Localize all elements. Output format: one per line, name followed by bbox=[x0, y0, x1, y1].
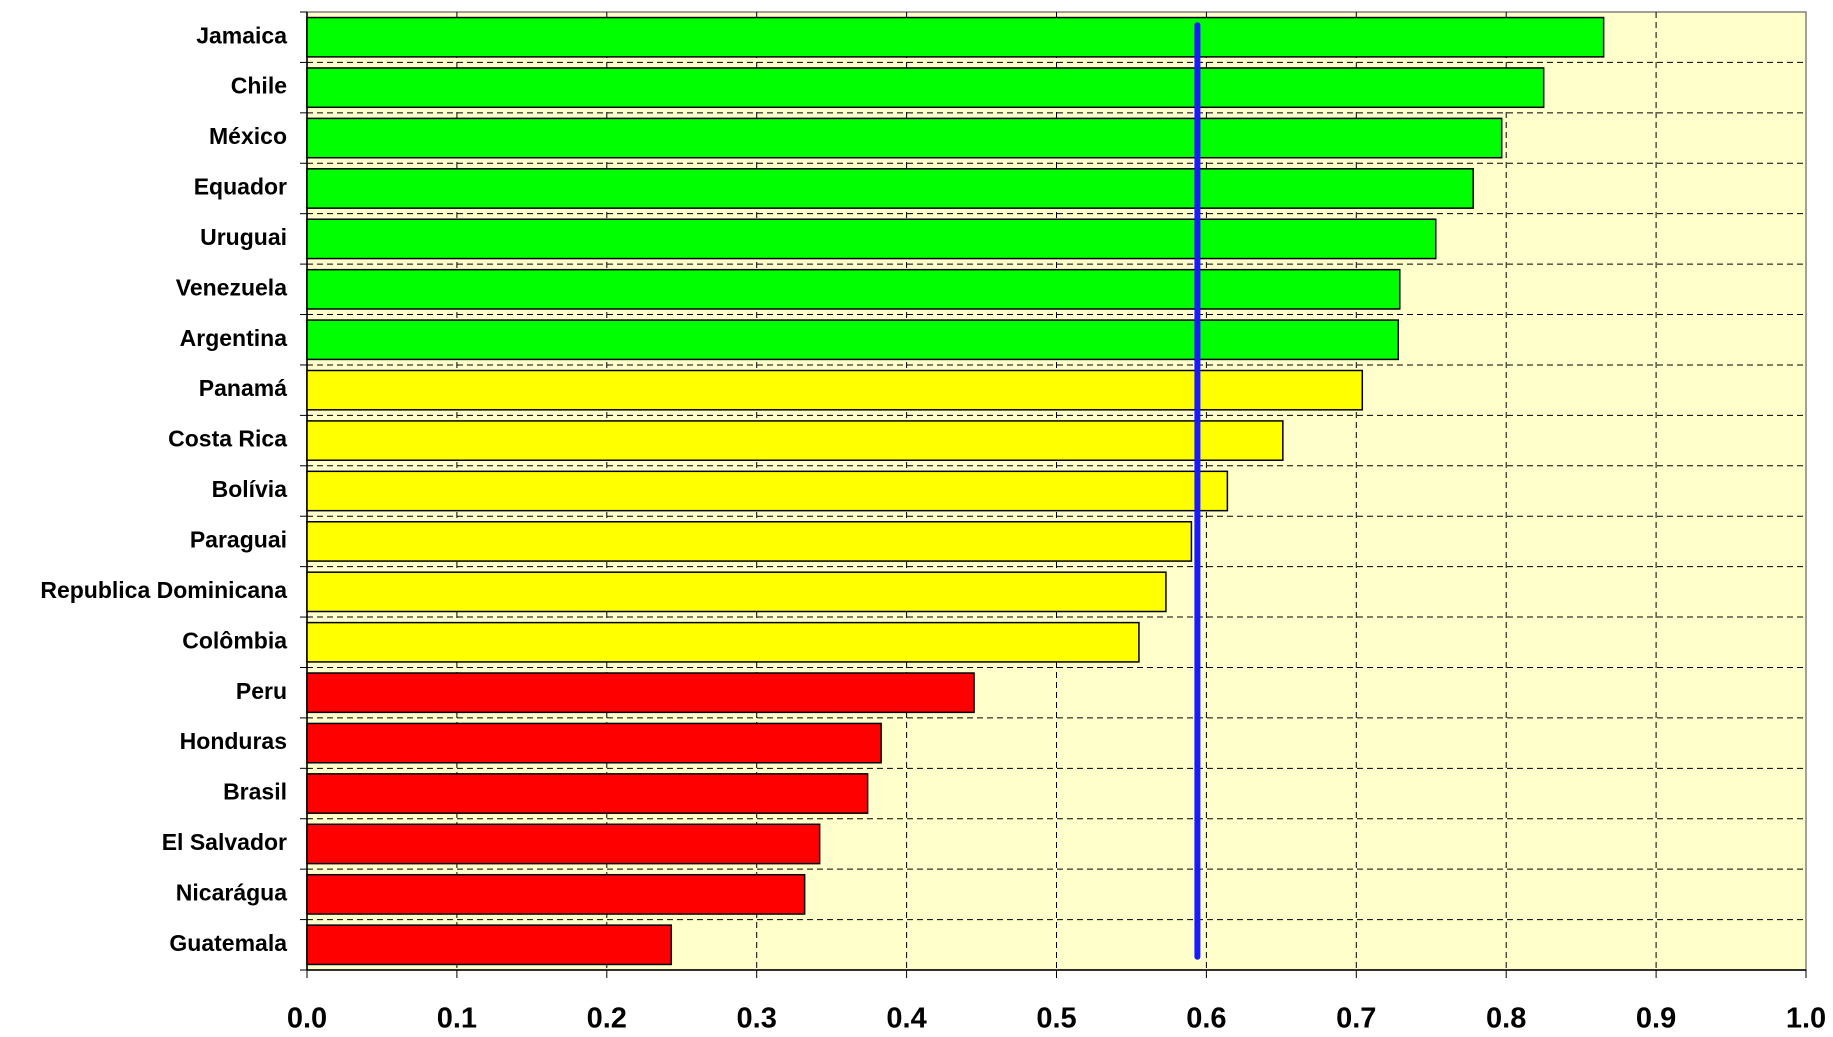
x-tick-label: 0.1 bbox=[437, 1003, 477, 1035]
y-tick-label: Brasil bbox=[223, 779, 287, 805]
y-tick-label: Republica Dominicana bbox=[40, 577, 287, 603]
y-tick-label: México bbox=[209, 123, 287, 149]
bar bbox=[306, 369, 1364, 411]
bar bbox=[306, 722, 882, 764]
x-tick-label: 0.4 bbox=[886, 1003, 926, 1035]
bar bbox=[306, 67, 1545, 109]
y-tick-label: Argentina bbox=[180, 325, 288, 351]
bar bbox=[306, 571, 1167, 613]
bar bbox=[306, 117, 1503, 159]
bar bbox=[306, 168, 1474, 209]
y-tick-label: Guatemala bbox=[169, 930, 287, 956]
bar bbox=[306, 319, 1400, 361]
bar bbox=[306, 268, 1401, 310]
y-tick-label: Peru bbox=[236, 678, 287, 704]
bar bbox=[306, 16, 1605, 58]
x-tick-label: 0.5 bbox=[1036, 1003, 1076, 1035]
y-tick-label: Honduras bbox=[180, 728, 287, 754]
bar bbox=[306, 823, 821, 865]
y-tick-label: Colômbia bbox=[182, 627, 287, 653]
x-tick-label: 0.0 bbox=[287, 1003, 327, 1035]
x-tick-label: 0.7 bbox=[1336, 1003, 1376, 1035]
x-tick-label: 0.6 bbox=[1186, 1003, 1226, 1035]
bar bbox=[306, 470, 1229, 512]
y-tick-label: Bolívia bbox=[212, 476, 288, 502]
bar bbox=[306, 924, 673, 966]
x-tick-label: 0.8 bbox=[1486, 1003, 1526, 1035]
bar bbox=[306, 420, 1284, 461]
y-tick-label: Chile bbox=[231, 73, 287, 99]
bar bbox=[306, 218, 1437, 260]
y-tick-label: Paraguai bbox=[190, 526, 287, 552]
y-tick-label: El Salvador bbox=[162, 829, 287, 855]
bar bbox=[306, 672, 975, 714]
bar bbox=[306, 873, 806, 915]
x-tick-label: 1.0 bbox=[1786, 1003, 1826, 1035]
y-tick-label: Venezuela bbox=[176, 274, 287, 300]
y-tick-label: Costa Rica bbox=[168, 426, 287, 452]
bar bbox=[306, 773, 869, 814]
y-tick-label: Jamaica bbox=[196, 22, 287, 48]
y-tick-label: Panamá bbox=[199, 375, 287, 401]
bar bbox=[306, 521, 1193, 562]
y-tick-label: Equador bbox=[194, 174, 287, 200]
y-tick-label: Nicarágua bbox=[176, 879, 287, 905]
y-tick-label: Uruguai bbox=[200, 224, 287, 250]
bar bbox=[306, 621, 1140, 663]
x-tick-label: 0.3 bbox=[737, 1003, 777, 1035]
x-tick-label: 0.2 bbox=[587, 1003, 627, 1035]
x-tick-label: 0.9 bbox=[1636, 1003, 1676, 1035]
